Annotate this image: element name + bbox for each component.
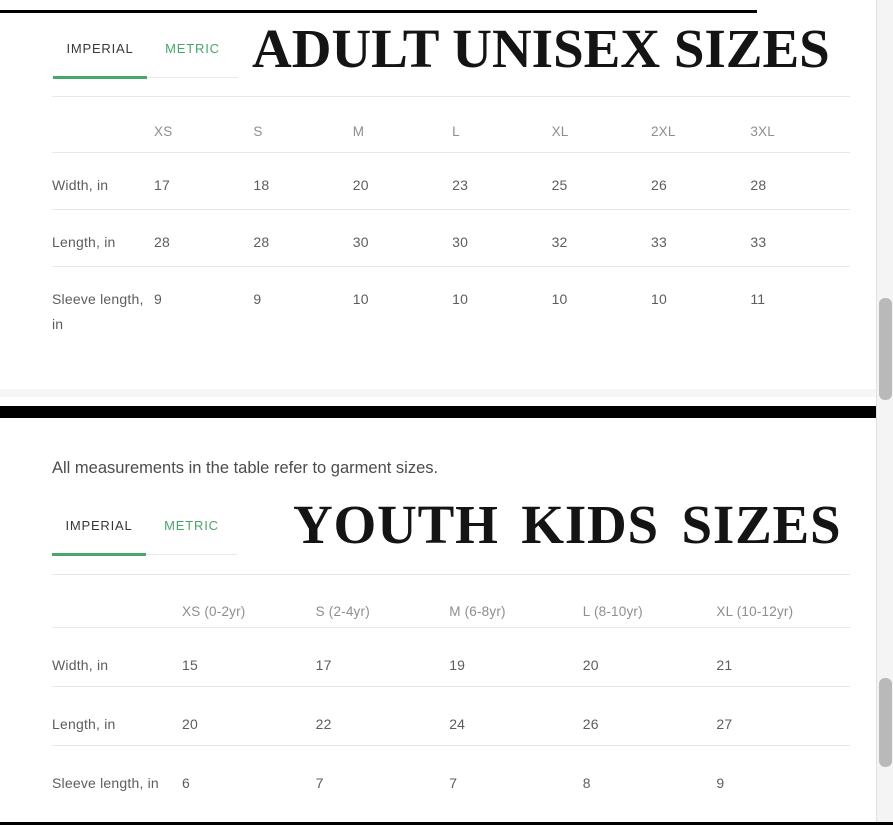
table-row: Width, in 17 18 20 23 25 26 28 — [52, 153, 850, 210]
size-value: 9 — [253, 291, 262, 307]
section-divider — [0, 406, 893, 418]
column-header: XL — [551, 124, 569, 139]
column-header: XS — [154, 124, 173, 139]
size-value: 28 — [750, 177, 767, 193]
size-value: 7 — [315, 775, 324, 791]
column-header: 2XL — [650, 124, 676, 139]
row-label: Width, in — [52, 657, 109, 673]
size-value: 33 — [750, 234, 767, 250]
size-value: 10 — [650, 291, 667, 307]
size-value: 17 — [315, 657, 332, 673]
tab-imperial[interactable]: IMPERIAL — [65, 518, 133, 533]
column-header: S (2-4yr) — [315, 604, 370, 619]
size-value: 27 — [716, 716, 733, 732]
row-label: Width, in — [52, 177, 109, 193]
size-value: 20 — [182, 716, 198, 732]
size-value: 10 — [352, 291, 369, 307]
size-value: 7 — [449, 775, 458, 791]
column-header: S — [253, 124, 263, 139]
scrollbar-thumb[interactable] — [879, 298, 892, 400]
size-value: 15 — [182, 657, 198, 673]
column-header: L — [452, 124, 460, 139]
youth-size-table: XS (0-2yr) S (2-4yr) M (6-8yr) L (8-10yr) XL… — [52, 574, 850, 826]
active-tab-indicator — [53, 76, 147, 79]
size-value: 33 — [650, 234, 667, 250]
active-tab-indicator — [52, 553, 146, 556]
table-header-row: XS (0-2yr) S (2-4yr) M (6-8yr) L (8-10yr) XL… — [52, 575, 850, 628]
row-label: Length, in — [52, 716, 116, 732]
size-value: 28 — [154, 234, 170, 250]
size-value: 30 — [452, 234, 469, 250]
size-value: 26 — [650, 177, 667, 193]
size-value: 28 — [253, 234, 270, 250]
tab-imperial[interactable]: IMPERIAL — [66, 41, 134, 56]
size-value: 22 — [315, 716, 332, 732]
bottom-edge-line — [0, 822, 893, 825]
size-value: 9 — [154, 291, 162, 307]
table-row: Sleeve length, in 6 7 7 8 9 — [52, 746, 850, 826]
size-value: 26 — [582, 716, 599, 732]
column-header: XS (0-2yr) — [182, 604, 246, 619]
table-row: Length, in 28 28 30 30 32 33 33 — [52, 210, 850, 267]
size-value: 24 — [449, 716, 466, 732]
size-value: 10 — [452, 291, 469, 307]
unit-tabs-adult: IMPERIAL METRIC — [53, 41, 238, 79]
size-value: 20 — [352, 177, 369, 193]
table-row: Length, in 20 22 24 26 27 — [52, 687, 850, 746]
size-value: 20 — [582, 657, 599, 673]
size-value: 23 — [452, 177, 469, 193]
size-value: 9 — [716, 775, 725, 791]
size-value: 19 — [449, 657, 466, 673]
column-header: M — [352, 124, 365, 139]
size-value: 6 — [182, 775, 190, 791]
size-value: 17 — [154, 177, 170, 193]
table-row: Width, in 15 17 19 20 21 — [52, 628, 850, 687]
size-value: 8 — [582, 775, 591, 791]
scrollbar-thumb[interactable] — [879, 678, 892, 767]
row-label: Sleeve length, in — [52, 291, 144, 332]
top-edge-line — [0, 10, 757, 13]
column-header: L (8-10yr) — [582, 604, 643, 619]
adult-sizes-title: ADULT UNISEX SIZES — [252, 18, 830, 79]
table-header-row: XS S M L XL 2XL 3XL — [52, 97, 850, 153]
scrollbar-track[interactable] — [876, 0, 893, 825]
column-header: 3XL — [750, 124, 775, 139]
youth-sizes-title: YOUTH KIDS SIZES — [293, 494, 842, 555]
column-header: XL (10-12yr) — [716, 604, 794, 619]
table-row: Sleeve length, in 9 9 10 10 10 10 11 — [52, 267, 850, 363]
size-value: 11 — [750, 291, 766, 307]
adult-size-table: XS S M L XL 2XL 3XL Width, in 17 18 20 23 25 26 28 Leng… — [52, 96, 850, 363]
size-value: 25 — [551, 177, 568, 193]
viewport-seam-shade — [0, 389, 893, 397]
row-label: Length, in — [52, 234, 116, 250]
size-value: 21 — [716, 657, 733, 673]
size-value: 32 — [551, 234, 568, 250]
size-value: 10 — [551, 291, 568, 307]
size-value: 30 — [352, 234, 369, 250]
column-header: M (6-8yr) — [449, 604, 506, 619]
row-label: Sleeve length, in — [52, 775, 159, 791]
tab-metric[interactable]: METRIC — [165, 41, 220, 56]
unit-tabs-youth: IMPERIAL METRIC — [52, 518, 237, 556]
measurements-note: All measurements in the table refer to g… — [52, 459, 439, 477]
tab-metric[interactable]: METRIC — [164, 518, 219, 533]
size-value: 18 — [253, 177, 270, 193]
